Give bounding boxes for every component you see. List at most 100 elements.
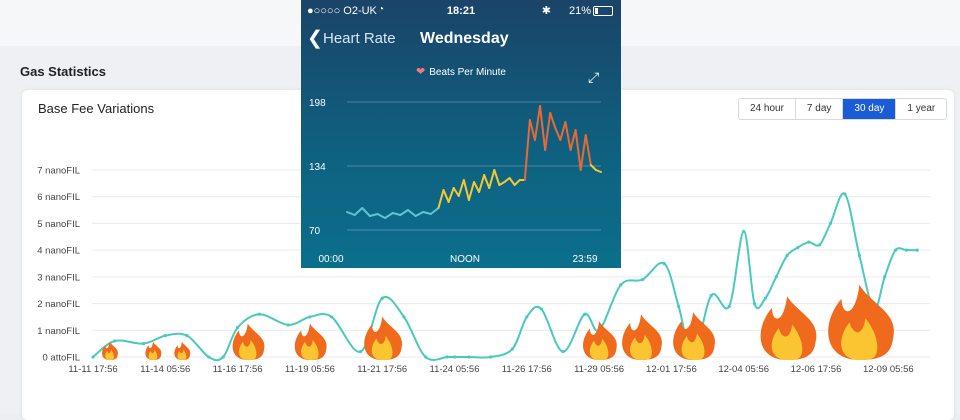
bpm-x-tick-label: NOON: [450, 254, 480, 265]
bpm-line-segment: [361, 207, 371, 217]
fire-inner: [589, 338, 609, 360]
heart-rate-chart: 70 134 198 00:00 NOON 23:59: [309, 98, 602, 265]
x-tick-label: 11-26 17:56: [502, 364, 552, 375]
data-point: [583, 312, 587, 316]
fire-inner: [148, 349, 158, 360]
bpm-x-tick-label: 00:00: [318, 254, 343, 265]
bluetooth-icon: ✱: [541, 5, 551, 17]
x-tick-label: 12-01 17:56: [646, 364, 697, 375]
data-point: [752, 301, 757, 306]
bpm-line-segment: [569, 129, 577, 151]
status-time: 18:21: [446, 5, 476, 17]
range-24-hour-button[interactable]: 24 hour: [739, 99, 796, 119]
data-point: [423, 355, 428, 359]
data-point: [774, 275, 778, 279]
data-point: [893, 248, 898, 252]
bpm-line-segment: [452, 187, 460, 197]
fire-icon: [102, 341, 118, 360]
y-tick-label: 2 nanoFIL: [37, 299, 80, 310]
data-point: [742, 229, 746, 234]
bpm-line-segment: [523, 119, 531, 181]
data-point: [236, 326, 240, 330]
range-30-day-button[interactable]: 30 day: [843, 99, 897, 119]
bpm-line-segment: [399, 209, 409, 216]
data-point: [185, 334, 189, 338]
x-tick-label: 11-14 05:56: [140, 364, 190, 375]
bpm-line-segment: [503, 177, 511, 183]
data-point: [445, 355, 449, 359]
bpm-line-segment: [488, 169, 496, 189]
range-7-day-button[interactable]: 7 day: [796, 99, 844, 119]
data-point: [662, 261, 666, 266]
fire-icon: [294, 323, 327, 360]
fire-icon: [760, 296, 817, 360]
y-tick-label: 7 nanoFIL: [37, 166, 80, 177]
phone-screen-title: Wednesday: [420, 30, 509, 47]
x-tick-label: 12-04 05:56: [718, 364, 769, 375]
fire-inner: [630, 334, 652, 360]
bpm-x-tick-label: 23:59: [572, 254, 597, 265]
x-tick-label: 11-11 17:56: [68, 364, 117, 375]
data-point: [329, 315, 334, 319]
x-tick-label: 12-09 05:56: [863, 364, 914, 375]
expand-icon[interactable]: ⤢: [588, 69, 600, 85]
heart-icon: ❤: [416, 66, 426, 78]
bpm-line-segment: [422, 211, 432, 215]
data-point: [452, 355, 457, 359]
bpm-line-segment: [559, 121, 567, 141]
data-point: [510, 347, 514, 351]
y-tick-label: 5 nanoFIL: [37, 219, 80, 230]
data-point: [402, 315, 406, 319]
bpm-line-segment: [368, 213, 379, 217]
fire-inner: [238, 339, 257, 360]
bpm-line-segment: [391, 212, 402, 216]
bpm-line-segment: [544, 112, 552, 151]
bpm-line-segment: [462, 179, 470, 201]
time-range-selector: 24 hour 7 day 30 day 1 year: [738, 98, 948, 120]
bpm-line-segment: [554, 127, 562, 141]
fire-icon: [583, 321, 617, 360]
back-button-label[interactable]: Heart Rate: [323, 30, 396, 47]
bpm-line-segment: [589, 164, 597, 171]
status-bar: ●○○○○ O2-UK ◔ 18:21 ✱ 21%: [301, 0, 621, 22]
bpm-line-segment: [473, 181, 481, 193]
bpm-line-segment: [508, 177, 516, 186]
bpm-line-segment: [353, 207, 364, 216]
bpm-line-segment: [376, 213, 387, 219]
fire-inner: [177, 349, 187, 360]
bpm-line-segment: [414, 211, 425, 217]
bpm-line-segment: [478, 174, 486, 193]
data-point: [709, 293, 713, 298]
bpm-line-segment: [442, 189, 450, 203]
bpm-line-segment: [467, 181, 475, 201]
fire-inner: [371, 336, 393, 360]
data-point: [915, 248, 919, 252]
battery-icon: [593, 6, 613, 16]
range-1-year-button[interactable]: 1 year: [907, 103, 936, 114]
data-point: [221, 355, 225, 359]
bpm-line-segment: [384, 212, 394, 219]
fire-inner: [105, 349, 114, 360]
fire-icon: [232, 323, 265, 360]
data-point: [619, 283, 623, 287]
fire-inner: [841, 318, 878, 360]
x-tick-label: 11-19 05:56: [285, 364, 335, 375]
bpm-line-segment: [483, 174, 491, 189]
wifi-icon: ◔: [378, 4, 385, 15]
data-point: [828, 221, 833, 226]
battery-fill: [595, 8, 599, 14]
metric-label: Beats Per Minute: [429, 67, 506, 78]
fire-inner: [771, 324, 803, 360]
bpm-line-segment: [594, 169, 602, 173]
data-point: [91, 355, 95, 359]
section-title: Gas Statistics: [20, 64, 106, 79]
data-point: [308, 315, 312, 319]
fire-icon: [364, 316, 403, 360]
data-point: [843, 192, 847, 196]
data-point: [207, 355, 211, 359]
data-point: [640, 277, 645, 282]
bpm-line-segment: [457, 179, 465, 197]
data-point: [380, 296, 384, 300]
chevron-left-icon[interactable]: ❮: [307, 28, 323, 49]
